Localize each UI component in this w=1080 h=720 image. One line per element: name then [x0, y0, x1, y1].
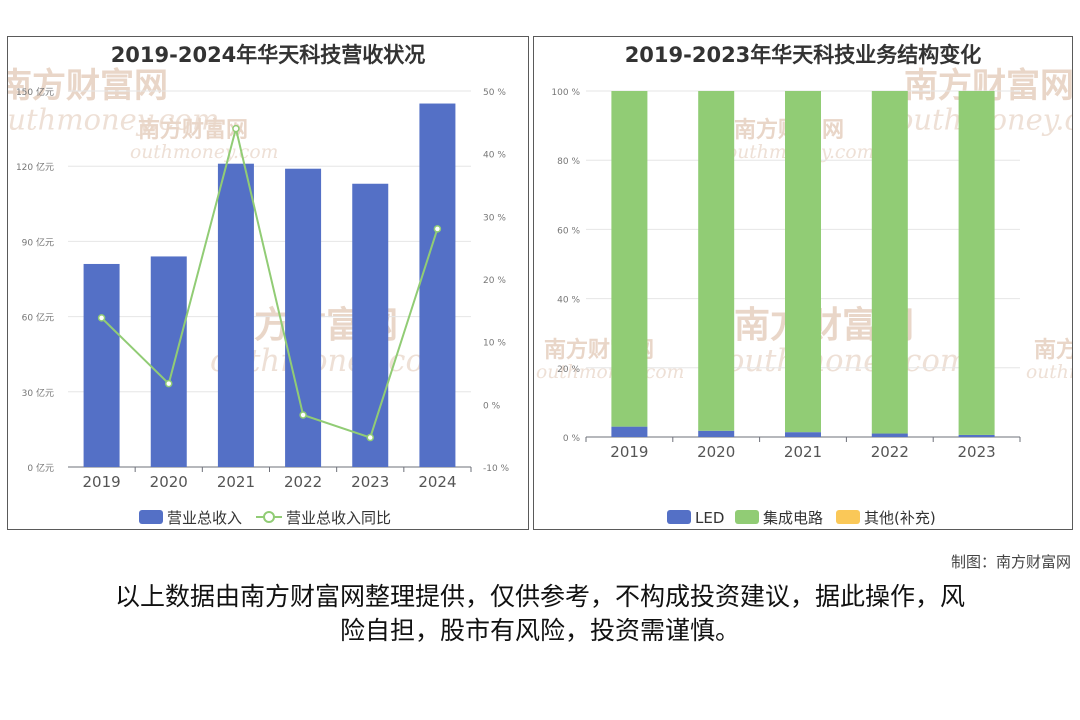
- stack-bar-led: [958, 434, 995, 437]
- stack-bar-led: [611, 426, 648, 437]
- y-tick-label: 120 亿元: [16, 161, 54, 173]
- legend-label-1: 集成电路: [763, 509, 823, 527]
- x-tick-label: 2020: [697, 443, 735, 461]
- business-structure-chart: 南方财富网outhmoney.com南方财富网outhmoney.com南方财富…: [536, 66, 1073, 527]
- y2-tick-label: 20 %: [483, 276, 506, 286]
- y2-tick-label: 0 %: [483, 401, 501, 411]
- stack-bar-ic: [871, 91, 908, 434]
- watermark-text: 南方财富网: [1034, 337, 1073, 363]
- x-tick-label: 2022: [284, 473, 322, 491]
- disclaimer-text: 以上数据由南方财富网整理提供，仅供参考，不构成投资建议，据此操作，风 险自担，股…: [60, 580, 1020, 648]
- watermark-url: outhmoney.com: [8, 102, 219, 136]
- x-tick-label: 2021: [217, 473, 255, 491]
- x-tick-label: 2023: [958, 443, 996, 461]
- y2-tick-label: 50 %: [483, 88, 506, 98]
- revenue-chart-panel: 2019-2024年华天科技营收状况 南方财富网outhmoney.com南方财…: [7, 36, 529, 530]
- revenue-bar: [150, 256, 187, 467]
- stack-bar-ic: [698, 91, 735, 431]
- x-tick-label: 2019: [610, 443, 648, 461]
- yoy-point: [97, 314, 106, 322]
- y-tick-label: 0 亿元: [27, 462, 54, 474]
- chart-maker-credit: 制图：南方财富网: [950, 553, 1071, 571]
- revenue-chart: 南方财富网outhmoney.com南方财富网outhmoney.com南方财富…: [8, 66, 510, 527]
- watermark-text: 南方财富网: [138, 117, 248, 143]
- y-tick-label: 150 亿元: [16, 86, 54, 98]
- stack-bar-led: [785, 432, 821, 437]
- y-tick-label: 90 亿元: [22, 236, 54, 248]
- revenue-bar: [217, 163, 254, 467]
- revenue-bar: [352, 183, 389, 467]
- x-tick-label: 2023: [351, 473, 389, 491]
- yoy-point: [165, 379, 173, 388]
- legend-swatch-revenue: [139, 510, 163, 524]
- revenue-chart-title: 2019-2024年华天科技营收状况: [110, 43, 426, 67]
- y2-tick-label: -10 %: [483, 464, 510, 474]
- revenue-bar: [419, 103, 456, 468]
- legend-label-0: LED: [695, 509, 724, 527]
- stack-bar-led: [871, 433, 908, 437]
- disclaimer-line-2: 险自担，股市有风险，投资需谨慎。: [339, 616, 740, 645]
- legend-swatch-1: [735, 510, 759, 524]
- business-structure-panel: 2019-2023年华天科技业务结构变化 南方财富网outhmoney.com南…: [533, 36, 1073, 530]
- x-tick-label: 2019: [82, 473, 120, 491]
- stack-bar-ic: [958, 91, 995, 435]
- legend-label-yoy: 营业总收入同比: [286, 509, 391, 527]
- legend-marker-yoy: [263, 511, 275, 523]
- revenue-bar: [83, 263, 120, 467]
- legend-swatch-2: [836, 510, 860, 524]
- x-tick-label: 2024: [418, 473, 456, 491]
- watermark-text: 南方财富网: [8, 66, 168, 106]
- y-tick-label: 60 亿元: [22, 312, 54, 324]
- disclaimer-line-1: 以上数据由南方财富网整理提供，仅供参考，不构成投资建议，据此操作，风: [114, 582, 965, 611]
- yoy-point: [366, 433, 374, 442]
- revenue-bar: [285, 168, 322, 467]
- business-structure-title: 2019-2023年华天科技业务结构变化: [624, 43, 982, 67]
- yoy-point: [232, 124, 240, 133]
- stack-bar-ic: [611, 91, 648, 427]
- y-tick-label: 40 %: [557, 296, 580, 306]
- x-tick-label: 2020: [150, 473, 188, 491]
- watermark-url: outhmoney.com: [130, 142, 278, 163]
- legend-swatch-0: [667, 510, 691, 524]
- y-tick-label: 60 %: [557, 226, 580, 236]
- y-tick-label: 0 %: [563, 434, 581, 444]
- y-tick-label: 100 %: [551, 88, 580, 98]
- y2-tick-label: 10 %: [483, 339, 506, 349]
- legend-label-2: 其他(补充): [864, 509, 936, 527]
- y2-tick-label: 30 %: [483, 213, 506, 223]
- x-tick-label: 2021: [784, 443, 822, 461]
- watermark-url: outhmoney.com: [1026, 362, 1073, 383]
- yoy-point: [299, 411, 307, 419]
- yoy-point: [433, 225, 442, 233]
- y-tick-label: 30 亿元: [22, 387, 54, 399]
- yoy-line: [100, 128, 439, 439]
- y2-tick-label: 40 %: [483, 151, 506, 161]
- stack-bar-led: [698, 430, 735, 437]
- y-tick-label: 80 %: [557, 157, 580, 167]
- watermark-url: outhmoney.com: [726, 344, 969, 379]
- y-tick-label: 20 %: [557, 365, 580, 375]
- x-tick-label: 2022: [871, 443, 909, 461]
- legend-label-revenue: 营业总收入: [167, 509, 242, 527]
- stack-bar-ic: [785, 91, 821, 433]
